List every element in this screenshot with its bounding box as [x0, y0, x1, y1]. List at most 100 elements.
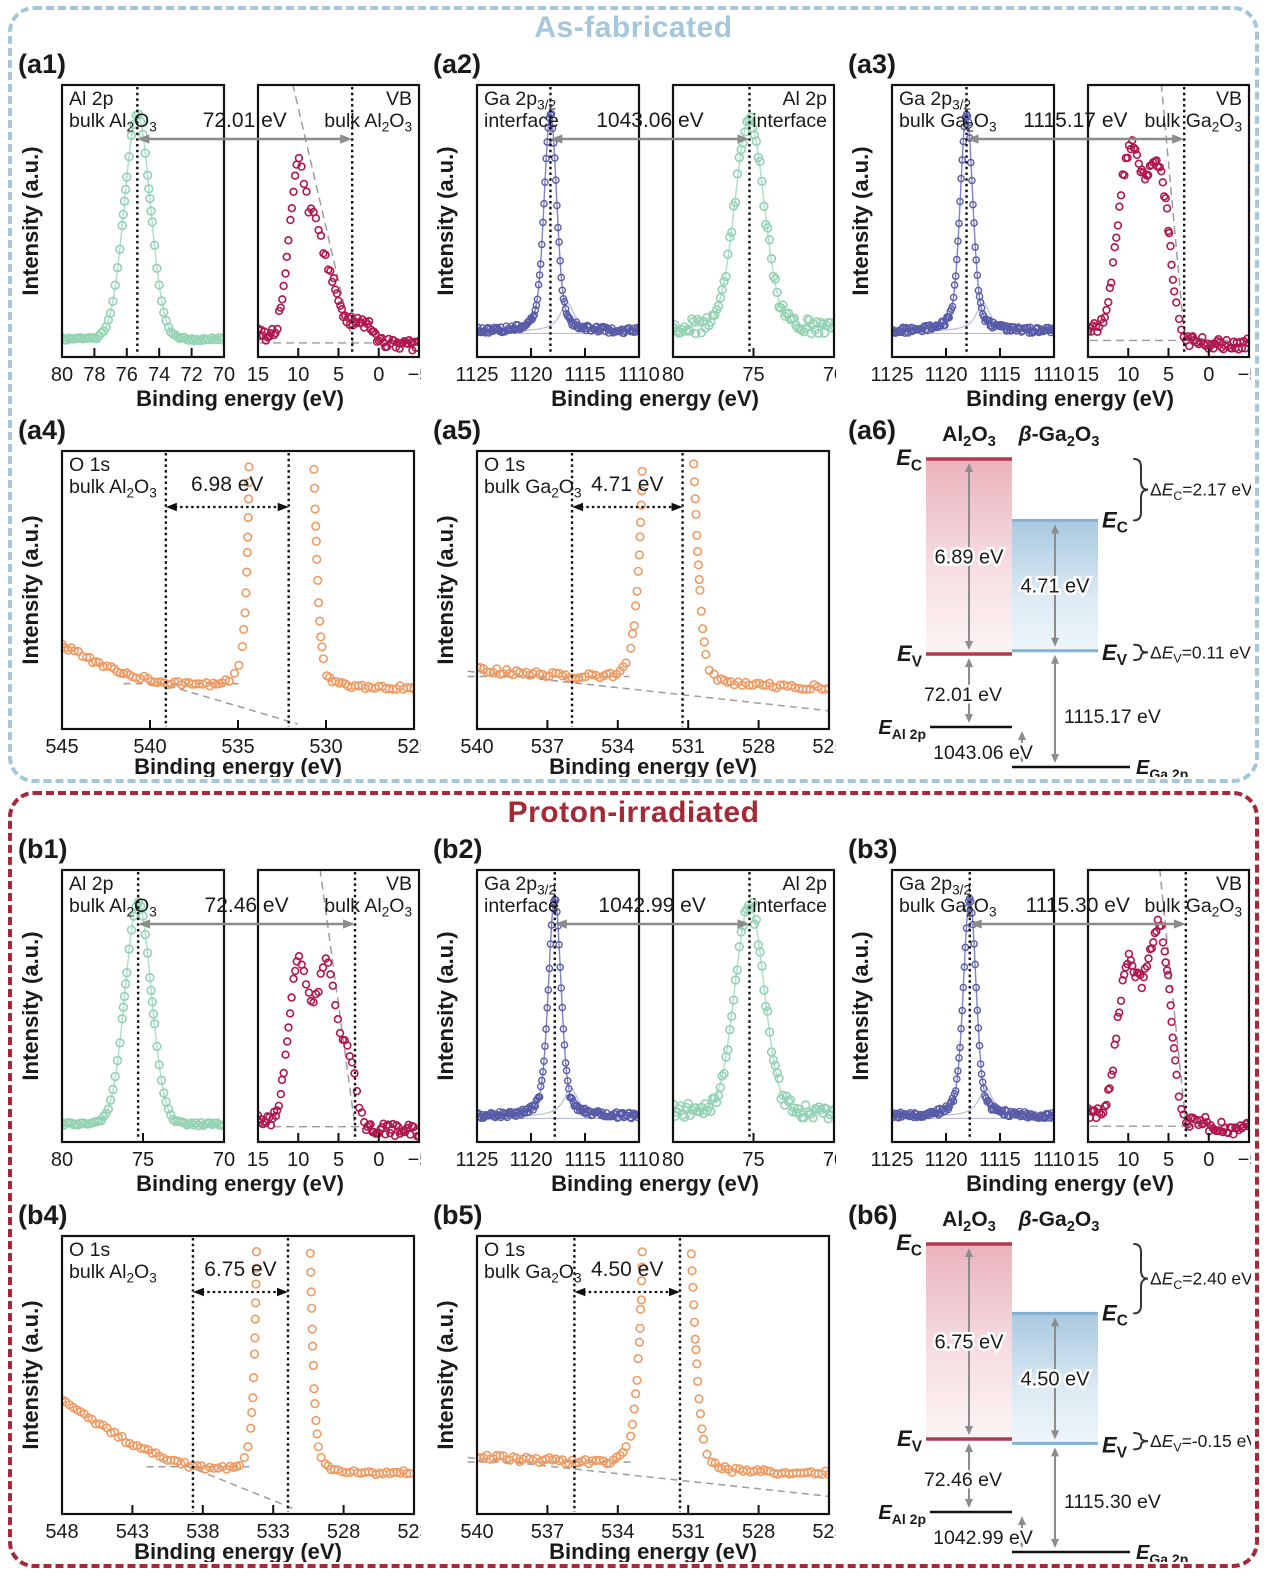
- svg-text:1125: 1125: [870, 364, 913, 386]
- svg-text:80: 80: [51, 364, 73, 386]
- svg-text:interface: interface: [752, 895, 827, 917]
- svg-text:EV: EV: [897, 1426, 923, 1455]
- svg-text:interface: interface: [484, 895, 559, 917]
- svg-text:−5: −5: [408, 364, 421, 386]
- svg-text:(a6): (a6): [848, 415, 896, 445]
- svg-text:ΔEV=-0.15 eV: ΔEV=-0.15 eV: [1150, 1431, 1251, 1454]
- svg-text:VB: VB: [1216, 873, 1242, 895]
- svg-text:Al 2p: Al 2p: [783, 88, 828, 110]
- panel-a4-chart: (a4) Binding energy (eV) Intensity (a.u.) 5…: [18, 415, 421, 777]
- section-title-proton-irradiated: Proton-irradiated: [507, 796, 760, 829]
- svg-text:525: 525: [812, 736, 836, 758]
- svg-text:Binding energy (eV): Binding energy (eV): [551, 1171, 759, 1196]
- svg-text:528: 528: [327, 1521, 360, 1543]
- svg-text:5: 5: [1163, 1149, 1174, 1171]
- panel-a3-chart: (a3) Binding energy (eV) Intensity (a.u.) 1…: [848, 49, 1251, 411]
- svg-text:80: 80: [662, 364, 684, 386]
- svg-text:EV: EV: [897, 641, 923, 670]
- svg-text:Intensity (a.u.): Intensity (a.u.): [18, 1300, 43, 1449]
- svg-text:4.71 eV: 4.71 eV: [1021, 576, 1091, 598]
- section-as-fabricated: As-fabricated (a1) Binding energy (eV) Int…: [8, 6, 1259, 783]
- svg-text:525: 525: [397, 736, 421, 758]
- svg-text:bulk Ga2O3: bulk Ga2O3: [1145, 895, 1243, 920]
- svg-text:6.98 eV: 6.98 eV: [191, 473, 263, 496]
- svg-text:Binding energy (eV): Binding energy (eV): [134, 1539, 342, 1562]
- svg-text:bulk Ga2O3: bulk Ga2O3: [484, 1261, 582, 1286]
- svg-text:EGa 2p: EGa 2p: [1136, 1542, 1188, 1562]
- section-title-as-fabricated: As-fabricated: [534, 11, 733, 44]
- svg-text:(b3): (b3): [848, 834, 898, 864]
- svg-text:bulk Al2O3: bulk Al2O3: [69, 1261, 157, 1286]
- panel-b5-chart: (b5) Binding energy (eV) Intensity (a.u.) 5…: [433, 1200, 836, 1562]
- svg-text:540: 540: [133, 736, 166, 758]
- svg-text:EC: EC: [1102, 1300, 1128, 1329]
- panel-b3-chart: (b3) Binding energy (eV) Intensity (a.u.) 1…: [848, 834, 1251, 1196]
- svg-text:EC: EC: [1102, 507, 1128, 536]
- svg-text:Binding energy (eV): Binding energy (eV): [136, 1171, 344, 1196]
- svg-text:Binding energy (eV): Binding energy (eV): [134, 754, 342, 777]
- svg-text:bulk Ga2O3: bulk Ga2O3: [484, 476, 582, 501]
- svg-text:10: 10: [287, 364, 309, 386]
- panel-b6: (b6) Al2O3 β-Ga2O3 6.75 eV 4.50 eV EC EV EC EV ΔE…: [846, 1196, 1251, 1562]
- panel-a1: (a1) Binding energy (eV) Intensity (a.u.) 8…: [16, 45, 421, 411]
- svg-text:1110: 1110: [618, 364, 660, 386]
- svg-text:1120: 1120: [924, 1149, 967, 1171]
- svg-text:80: 80: [51, 1149, 73, 1171]
- svg-text:1043.06 eV: 1043.06 eV: [596, 109, 703, 132]
- panel-a5: (a5) Binding energy (eV) Intensity (a.u.) 5…: [431, 411, 836, 777]
- svg-text:Binding energy (eV): Binding energy (eV): [136, 386, 344, 411]
- svg-text:(a4): (a4): [18, 415, 66, 445]
- svg-text:ΔEC=2.40 eV: ΔEC=2.40 eV: [1150, 1269, 1251, 1292]
- svg-text:1115: 1115: [979, 1149, 1021, 1171]
- svg-text:523: 523: [397, 1521, 421, 1543]
- panel-grid-as-fabricated: (a1) Binding energy (eV) Intensity (a.u.) 8…: [16, 45, 1251, 777]
- svg-text:534: 534: [601, 736, 634, 758]
- svg-text:1110: 1110: [1033, 364, 1075, 386]
- panel-a6-chart: (a6) Al2O3 β-Ga2O3 6.89 eV 4.71 eV EC EV EC EV ΔE…: [848, 415, 1251, 777]
- svg-text:bulk Al2O3: bulk Al2O3: [69, 476, 157, 501]
- svg-text:Ga 2p3/2: Ga 2p3/2: [484, 873, 556, 898]
- svg-text:0: 0: [373, 364, 384, 386]
- svg-text:Al 2p: Al 2p: [783, 873, 828, 895]
- svg-text:1125: 1125: [870, 1149, 913, 1171]
- panel-b6-chart: (b6) Al2O3 β-Ga2O3 6.75 eV 4.50 eV EC EV EC EV ΔE…: [848, 1200, 1251, 1562]
- svg-text:VB: VB: [386, 88, 412, 110]
- svg-text:Intensity (a.u.): Intensity (a.u.): [433, 1300, 458, 1449]
- svg-text:6.75 eV: 6.75 eV: [935, 1332, 1005, 1354]
- svg-text:15: 15: [1077, 1149, 1099, 1171]
- svg-text:72.46 eV: 72.46 eV: [205, 894, 289, 917]
- svg-text:15: 15: [247, 1149, 269, 1171]
- svg-text:interface: interface: [484, 110, 559, 132]
- svg-text:bulk Al2O3: bulk Al2O3: [69, 895, 157, 920]
- svg-text:10: 10: [1117, 364, 1139, 386]
- svg-text:4.50 eV: 4.50 eV: [1021, 1368, 1091, 1390]
- panel-a5-chart: (a5) Binding energy (eV) Intensity (a.u.) 5…: [433, 415, 836, 777]
- panel-a4: (a4) Binding energy (eV) Intensity (a.u.) 5…: [16, 411, 421, 777]
- svg-text:Intensity (a.u.): Intensity (a.u.): [18, 931, 43, 1080]
- svg-text:1115.30 eV: 1115.30 eV: [1026, 894, 1130, 917]
- svg-text:(b6): (b6): [848, 1200, 898, 1230]
- panel-grid-proton-irradiated: (b1) Binding energy (eV) Intensity (a.u.) 8…: [16, 830, 1251, 1562]
- svg-text:Intensity (a.u.): Intensity (a.u.): [18, 146, 43, 295]
- svg-text:1120: 1120: [509, 1149, 552, 1171]
- svg-text:Intensity (a.u.): Intensity (a.u.): [433, 931, 458, 1080]
- svg-text:540: 540: [460, 1521, 493, 1543]
- svg-text:80: 80: [662, 1149, 684, 1171]
- svg-text:4.71 eV: 4.71 eV: [591, 473, 663, 496]
- svg-text:Intensity (a.u.): Intensity (a.u.): [433, 515, 458, 664]
- svg-text:72.01 eV: 72.01 eV: [924, 684, 1002, 706]
- svg-text:528: 528: [742, 736, 775, 758]
- svg-text:(b5): (b5): [433, 1200, 483, 1230]
- svg-text:75: 75: [742, 364, 764, 386]
- svg-text:0: 0: [1203, 1149, 1214, 1171]
- svg-text:β-Ga2O3: β-Ga2O3: [1018, 1208, 1100, 1235]
- svg-text:Al 2p: Al 2p: [69, 873, 114, 895]
- panel-b1: (b1) Binding energy (eV) Intensity (a.u.) 8…: [16, 830, 421, 1196]
- panel-a6: (a6) Al2O3 β-Ga2O3 6.89 eV 4.71 eV EC EV EC EV ΔE…: [846, 411, 1251, 777]
- svg-text:5: 5: [333, 1149, 344, 1171]
- svg-text:ΔEC=2.17 eV: ΔEC=2.17 eV: [1150, 480, 1251, 503]
- svg-text:EC: EC: [896, 1230, 922, 1259]
- panel-b2-chart: (b2) Binding energy (eV) Intensity (a.u.) 1…: [433, 834, 836, 1196]
- svg-text:537: 537: [531, 1521, 564, 1543]
- svg-text:72.01 eV: 72.01 eV: [203, 109, 287, 132]
